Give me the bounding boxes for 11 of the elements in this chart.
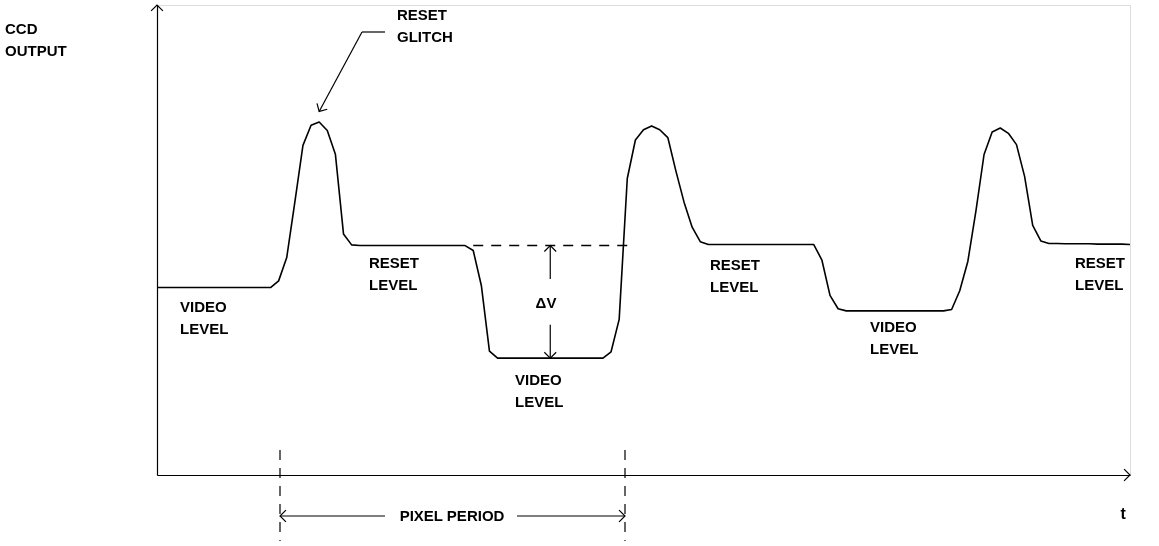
x-axis-title: t bbox=[1120, 504, 1127, 522]
annotation: VIDEO LEVEL bbox=[515, 371, 564, 410]
annotation: VIDEO LEVEL bbox=[870, 318, 919, 357]
annotation: RESET LEVEL bbox=[1075, 254, 1126, 293]
annotation: VIDEO LEVEL bbox=[180, 298, 229, 337]
annotation: RESET LEVEL bbox=[369, 254, 420, 293]
text: PIXEL PERIOD bbox=[399, 507, 505, 524]
annotation: ΔV bbox=[535, 294, 557, 311]
annotation: RESET LEVEL bbox=[710, 256, 761, 295]
text: RESET GLITCH bbox=[397, 6, 453, 45]
text: CCD OUTPUT bbox=[5, 20, 67, 59]
